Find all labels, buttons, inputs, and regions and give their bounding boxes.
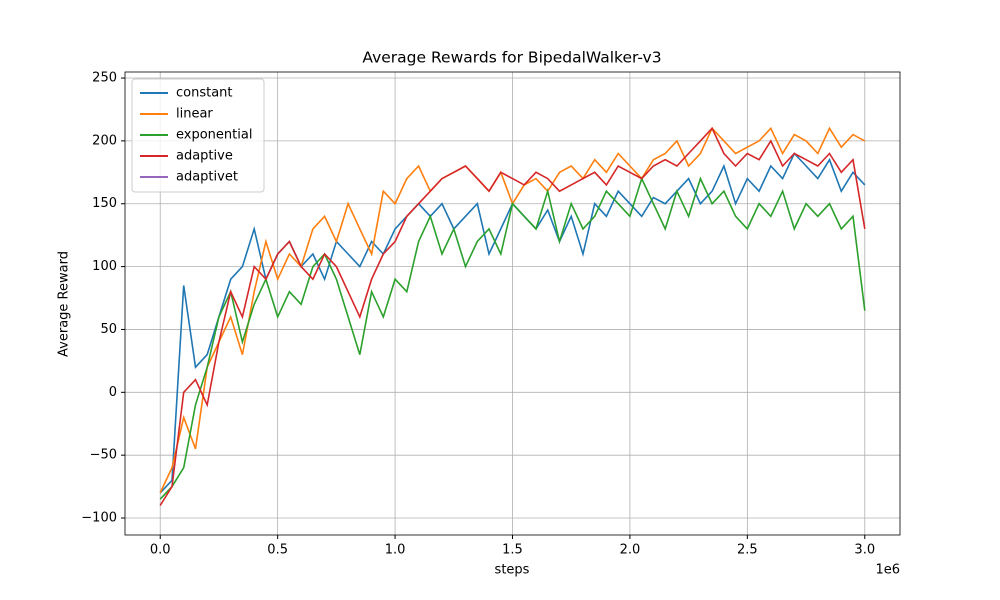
legend-label: linear [176, 107, 213, 122]
y-tick-label: −50 [90, 448, 117, 463]
series-line [159, 176, 866, 500]
series-line [159, 126, 866, 506]
legend-label: adaptivet [176, 170, 238, 185]
y-tick-label: 50 [100, 322, 117, 337]
legend-label: exponential [176, 128, 252, 143]
y-tick-label: 0 [109, 385, 117, 400]
y-tick-label: −100 [81, 511, 117, 526]
x-tick-label: 0.5 [267, 543, 288, 558]
chart-title: Average Rewards for BipedalWalker-v3 [362, 49, 661, 67]
y-axis-label: Average Reward [57, 251, 72, 357]
x-tick-label: 3.0 [854, 543, 875, 558]
x-tick-label: 2.5 [737, 543, 758, 558]
x-tick-label: 2.0 [620, 543, 641, 558]
x-tick-label: 0.0 [150, 543, 171, 558]
y-tick-label: 200 [92, 133, 117, 148]
plot-frame [124, 71, 901, 536]
y-tick-label: 100 [92, 259, 117, 274]
legend-label: adaptive [176, 149, 233, 164]
x-offset-label: 1e6 [875, 563, 900, 578]
legend-label: constant [176, 86, 233, 101]
y-tick-label: 250 [92, 71, 117, 86]
x-tick-label: 1.0 [385, 543, 406, 558]
x-axis-label: steps [495, 563, 530, 578]
legend-box [131, 78, 265, 193]
y-tick-label: 150 [92, 196, 117, 211]
x-tick-label: 1.5 [502, 543, 523, 558]
